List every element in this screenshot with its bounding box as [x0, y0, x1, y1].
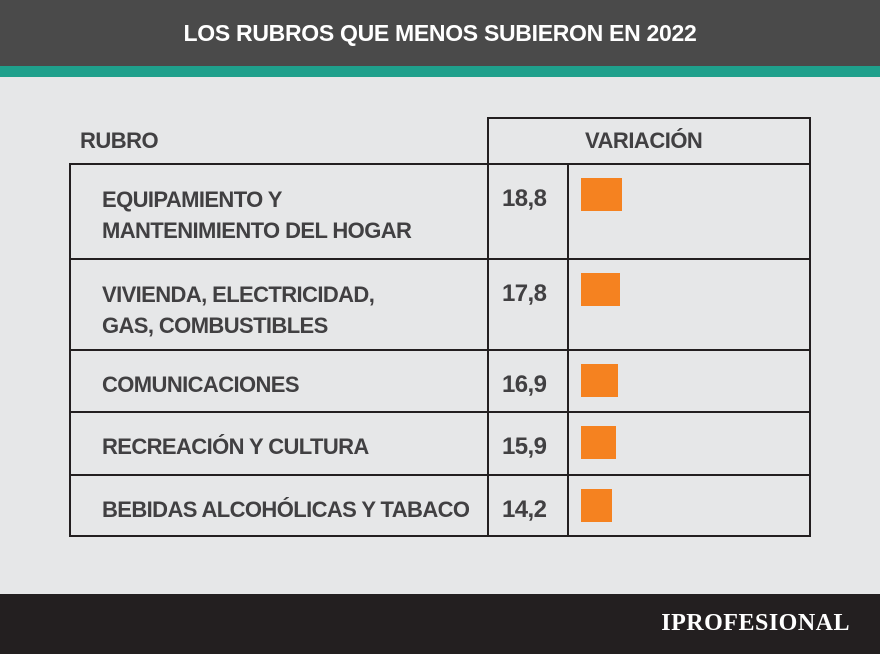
value-label: 17,8	[502, 280, 547, 307]
bar	[581, 426, 616, 459]
data-table: RUBRO VARIACIÓN EQUIPAMIENTO Y MANTENIMI…	[69, 117, 811, 537]
brand-logo: IPROFESIONAL	[661, 610, 850, 636]
column-header-rubro: RUBRO	[80, 128, 159, 153]
footer: IPROFESIONAL	[0, 594, 880, 654]
value-label: 14,2	[502, 496, 547, 523]
row-divider	[69, 474, 811, 476]
value-label: 15,9	[502, 433, 547, 460]
header-cell-border	[487, 117, 811, 165]
bar	[581, 178, 622, 211]
chart-title: LOS RUBROS QUE MENOS SUBIERON EN 2022	[183, 19, 697, 46]
category-label: RECREACIÓN Y CULTURA	[102, 434, 369, 459]
value-label: 18,8	[502, 185, 547, 212]
row-divider	[69, 258, 811, 260]
row-divider	[69, 349, 811, 351]
accent-bar	[0, 66, 880, 77]
bar	[581, 364, 618, 397]
row-divider	[69, 411, 811, 413]
category-label: BEBIDAS ALCOHÓLICAS Y TABACO	[102, 497, 470, 522]
category-label: COMUNICACIONES	[102, 372, 300, 397]
column-header-variacion: VARIACIÓN	[585, 128, 703, 153]
value-label: 16,9	[502, 371, 547, 398]
bar	[581, 273, 620, 306]
category-label: VIVIENDA, ELECTRICIDAD, GAS, COMBUSTIBLE…	[102, 282, 375, 338]
category-label: EQUIPAMIENTO Y MANTENIMIENTO DEL HOGAR	[102, 187, 412, 243]
bar	[581, 489, 612, 522]
title-banner: LOS RUBROS QUE MENOS SUBIERON EN 2022	[0, 0, 880, 66]
